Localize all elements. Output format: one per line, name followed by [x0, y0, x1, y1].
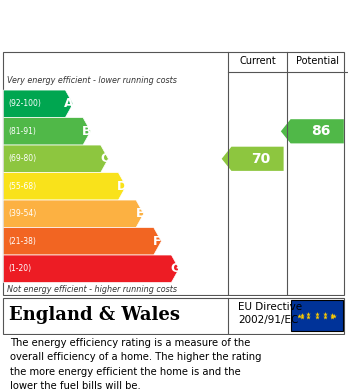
Text: (69-80): (69-80)	[9, 154, 37, 163]
Text: 86: 86	[311, 124, 330, 138]
Polygon shape	[3, 172, 126, 200]
Polygon shape	[3, 228, 161, 255]
Polygon shape	[3, 200, 144, 228]
Text: G: G	[170, 262, 180, 275]
Text: Not energy efficient - higher running costs: Not energy efficient - higher running co…	[7, 285, 177, 294]
Polygon shape	[281, 119, 344, 143]
Text: (21-38): (21-38)	[9, 237, 37, 246]
Polygon shape	[3, 90, 73, 118]
Text: 70: 70	[251, 152, 271, 166]
Text: (55-68): (55-68)	[9, 182, 37, 191]
Text: (1-20): (1-20)	[9, 264, 32, 273]
Text: (39-54): (39-54)	[9, 209, 37, 218]
Text: A: A	[64, 97, 74, 110]
Text: Very energy efficient - lower running costs: Very energy efficient - lower running co…	[7, 76, 177, 85]
Text: B: B	[82, 125, 92, 138]
Text: Current: Current	[239, 56, 276, 66]
Text: (92-100): (92-100)	[9, 99, 41, 108]
Text: D: D	[117, 180, 127, 193]
Text: F: F	[153, 235, 162, 248]
Text: Energy Efficiency Rating: Energy Efficiency Rating	[9, 16, 238, 34]
Text: The energy efficiency rating is a measure of the
overall efficiency of a home. T: The energy efficiency rating is a measur…	[10, 338, 262, 391]
Text: (81-91): (81-91)	[9, 127, 37, 136]
Polygon shape	[3, 145, 108, 172]
Bar	[291, 300, 343, 331]
Polygon shape	[222, 147, 284, 171]
Text: C: C	[100, 152, 109, 165]
Text: Potential: Potential	[296, 56, 339, 66]
Text: England & Wales: England & Wales	[9, 306, 180, 324]
Polygon shape	[3, 255, 179, 283]
Polygon shape	[3, 118, 91, 145]
Text: EU Directive
2002/91/EC: EU Directive 2002/91/EC	[238, 302, 302, 325]
Text: E: E	[136, 207, 144, 220]
